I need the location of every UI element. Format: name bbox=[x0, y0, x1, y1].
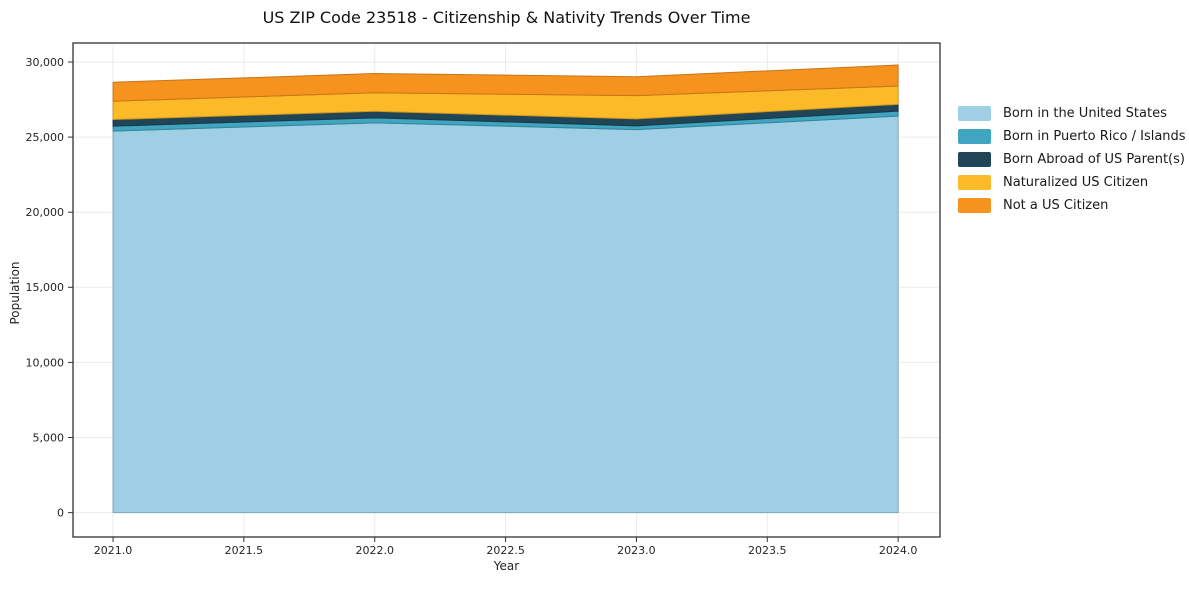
legend-item: Born in the United States bbox=[958, 106, 1186, 121]
legend-label: Naturalized US Citizen bbox=[1003, 175, 1149, 190]
area-born-in-the-united-states bbox=[112, 115, 899, 514]
legend-item: Born Abroad of US Parent(s) bbox=[958, 152, 1186, 167]
legend-swatch-born-abroad-of-us-parent-s bbox=[958, 152, 991, 167]
y-tick-label: 15,000 bbox=[26, 281, 65, 294]
x-tick-label: 2022.5 bbox=[486, 544, 525, 557]
plot-border bbox=[72, 42, 941, 538]
legend-label: Born in Puerto Rico / Islands bbox=[1003, 129, 1186, 144]
legend-swatch-born-in-the-united-states bbox=[958, 106, 991, 121]
legend-label: Born in the United States bbox=[1003, 106, 1167, 121]
legend-label: Not a US Citizen bbox=[1003, 198, 1109, 213]
legend-item: Naturalized US Citizen bbox=[958, 175, 1186, 190]
legend-label: Born Abroad of US Parent(s) bbox=[1003, 152, 1185, 167]
y-tick-label: 30,000 bbox=[26, 56, 65, 69]
x-tick-label: 2024.0 bbox=[879, 544, 918, 557]
y-tick-label: 25,000 bbox=[26, 131, 65, 144]
legend-swatch-not-a-us-citizen bbox=[958, 198, 991, 213]
y-axis-label: Population bbox=[8, 261, 22, 325]
x-tick-label: 2021.0 bbox=[94, 544, 133, 557]
y-tick-label: 5,000 bbox=[33, 431, 65, 444]
legend-swatch-naturalized-us-citizen bbox=[958, 175, 991, 190]
legend-item: Not a US Citizen bbox=[958, 198, 1186, 213]
legend-swatch-born-in-puerto-rico-islands bbox=[958, 129, 991, 144]
y-tick-label: 0 bbox=[57, 506, 64, 519]
x-tick-label: 2023.0 bbox=[617, 544, 656, 557]
x-tick-label: 2022.0 bbox=[355, 544, 394, 557]
x-tick-label: 2023.5 bbox=[748, 544, 787, 557]
y-tick-label: 20,000 bbox=[26, 206, 65, 219]
y-tick-label: 10,000 bbox=[26, 356, 65, 369]
legend-item: Born in Puerto Rico / Islands bbox=[958, 129, 1186, 144]
x-axis-label: Year bbox=[493, 559, 520, 573]
area-not-a-us-citizen bbox=[112, 64, 899, 102]
x-tick-label: 2021.5 bbox=[225, 544, 264, 557]
legend: Born in the United States Born in Puerto … bbox=[958, 106, 1186, 213]
chart-title: US ZIP Code 23518 - Citizenship & Nativi… bbox=[262, 8, 751, 27]
